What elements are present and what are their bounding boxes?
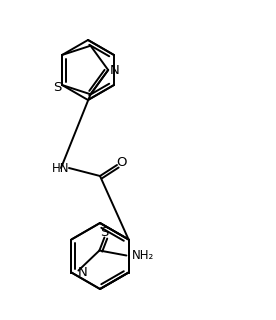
Text: S: S [100,226,109,239]
Text: N: N [78,266,87,279]
Text: O: O [117,156,127,169]
Text: HN: HN [52,162,70,174]
Text: N: N [109,63,119,76]
Text: S: S [53,81,61,93]
Text: NH₂: NH₂ [131,249,154,262]
